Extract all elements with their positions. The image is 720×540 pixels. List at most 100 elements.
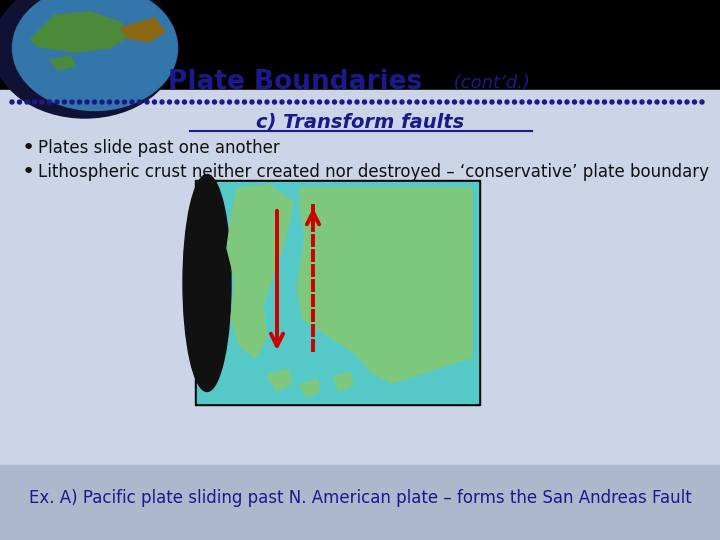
Polygon shape (300, 379, 320, 397)
Ellipse shape (12, 0, 178, 111)
Circle shape (70, 100, 74, 104)
Circle shape (272, 100, 276, 104)
Circle shape (138, 100, 142, 104)
Circle shape (385, 100, 389, 104)
Circle shape (243, 100, 246, 104)
Circle shape (565, 100, 569, 104)
Circle shape (588, 100, 592, 104)
Circle shape (625, 100, 629, 104)
Circle shape (438, 100, 441, 104)
Circle shape (678, 100, 682, 104)
Circle shape (318, 100, 322, 104)
Circle shape (85, 100, 89, 104)
Circle shape (693, 100, 696, 104)
Circle shape (348, 100, 351, 104)
Circle shape (528, 100, 531, 104)
Text: Plates slide past one another: Plates slide past one another (38, 139, 280, 157)
Circle shape (430, 100, 434, 104)
Circle shape (48, 100, 52, 104)
Circle shape (460, 100, 464, 104)
Text: Plate Boundaries: Plate Boundaries (168, 69, 422, 95)
Circle shape (10, 100, 14, 104)
Circle shape (603, 100, 606, 104)
Circle shape (535, 100, 539, 104)
Circle shape (258, 100, 261, 104)
Circle shape (400, 100, 404, 104)
Circle shape (662, 100, 667, 104)
Circle shape (17, 100, 22, 104)
Bar (0, 465, 720, 540)
Circle shape (235, 100, 239, 104)
Circle shape (610, 100, 614, 104)
Text: Lithospheric crust neither created nor destroyed – ‘conservative’ plate boundary: Lithospheric crust neither created nor d… (38, 163, 709, 181)
Circle shape (175, 100, 179, 104)
Circle shape (557, 100, 562, 104)
Polygon shape (297, 188, 472, 383)
Circle shape (92, 100, 96, 104)
Circle shape (655, 100, 659, 104)
Circle shape (107, 100, 112, 104)
Circle shape (212, 100, 217, 104)
Circle shape (160, 100, 164, 104)
Circle shape (182, 100, 186, 104)
Circle shape (228, 100, 232, 104)
Circle shape (392, 100, 397, 104)
Bar (0, 0, 720, 90)
Circle shape (580, 100, 584, 104)
Text: Ex. A) Pacific plate sliding past N. American plate – forms the San Andreas Faul: Ex. A) Pacific plate sliding past N. Ame… (29, 489, 691, 507)
Circle shape (100, 100, 104, 104)
Circle shape (295, 100, 299, 104)
Circle shape (153, 100, 156, 104)
Circle shape (467, 100, 472, 104)
Circle shape (197, 100, 202, 104)
Circle shape (265, 100, 269, 104)
Circle shape (542, 100, 546, 104)
Circle shape (190, 100, 194, 104)
Circle shape (475, 100, 479, 104)
Circle shape (287, 100, 292, 104)
Circle shape (145, 100, 149, 104)
Circle shape (310, 100, 314, 104)
Circle shape (647, 100, 652, 104)
Circle shape (355, 100, 359, 104)
Circle shape (700, 100, 704, 104)
Circle shape (618, 100, 621, 104)
Circle shape (168, 100, 171, 104)
Bar (0, 90, 720, 465)
Circle shape (130, 100, 134, 104)
Circle shape (445, 100, 449, 104)
Circle shape (632, 100, 636, 104)
Circle shape (362, 100, 366, 104)
Circle shape (505, 100, 509, 104)
Circle shape (122, 100, 127, 104)
Circle shape (325, 100, 329, 104)
Text: (cont’d.): (cont’d.) (448, 74, 530, 92)
Circle shape (55, 100, 59, 104)
Circle shape (490, 100, 494, 104)
Circle shape (520, 100, 524, 104)
Bar (195, 180, 480, 405)
Polygon shape (30, 12, 130, 52)
Circle shape (415, 100, 419, 104)
Circle shape (482, 100, 487, 104)
Circle shape (333, 100, 336, 104)
Circle shape (513, 100, 516, 104)
Polygon shape (333, 372, 353, 391)
Circle shape (685, 100, 689, 104)
Circle shape (423, 100, 426, 104)
Circle shape (115, 100, 119, 104)
Polygon shape (267, 369, 292, 391)
Circle shape (302, 100, 307, 104)
Circle shape (370, 100, 374, 104)
Polygon shape (50, 56, 75, 70)
Circle shape (280, 100, 284, 104)
Bar (197, 182, 478, 403)
Polygon shape (227, 185, 293, 358)
Circle shape (670, 100, 674, 104)
Circle shape (220, 100, 224, 104)
Text: c) Transform faults: c) Transform faults (256, 112, 464, 132)
Circle shape (550, 100, 554, 104)
Circle shape (63, 100, 66, 104)
Circle shape (250, 100, 254, 104)
Circle shape (78, 100, 81, 104)
